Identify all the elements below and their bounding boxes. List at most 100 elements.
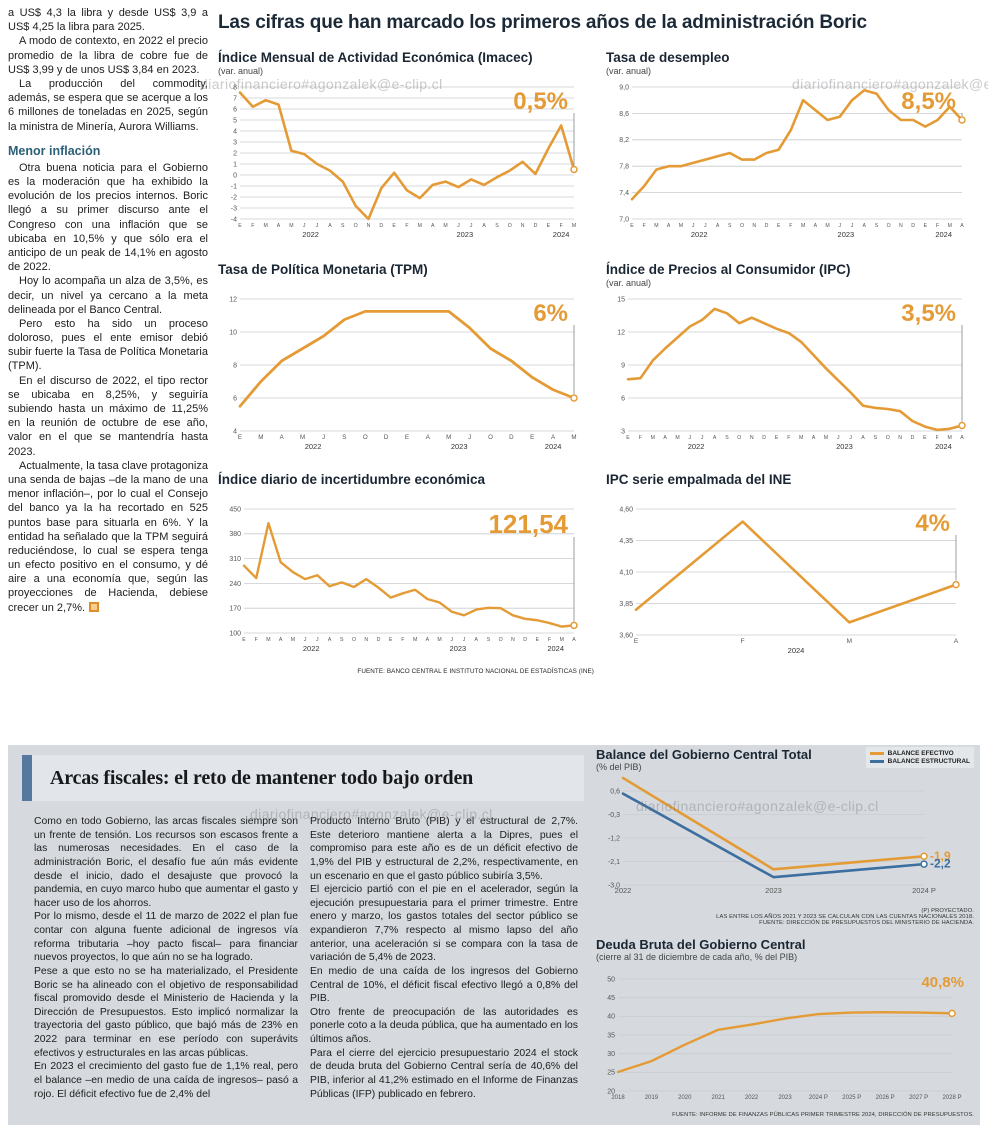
svg-text:A: A — [713, 435, 717, 441]
chart-title: Deuda Bruta del Gobierno Central — [596, 937, 806, 952]
svg-text:D: D — [509, 434, 514, 441]
svg-text:A: A — [716, 223, 720, 229]
paragraph: FUENTE: DIRECCIÓN DE PRESUPUESTOS DEL MI… — [759, 920, 974, 926]
svg-text:12: 12 — [617, 329, 625, 336]
svg-text:E: E — [630, 223, 634, 229]
svg-text:F: F — [401, 637, 404, 643]
svg-text:50: 50 — [607, 976, 615, 983]
svg-text:7,4: 7,4 — [619, 190, 629, 197]
chart-title: Tasa de desempleo — [606, 50, 730, 65]
svg-text:J: J — [304, 637, 307, 643]
svg-text:J: J — [692, 223, 695, 229]
svg-text:S: S — [487, 637, 491, 643]
svg-text:0,5%: 0,5% — [513, 88, 568, 115]
accent-bar — [22, 755, 32, 801]
svg-text:10: 10 — [229, 329, 237, 336]
svg-text:S: S — [342, 434, 346, 441]
svg-text:-0,3: -0,3 — [608, 812, 620, 819]
svg-text:E: E — [238, 223, 242, 229]
svg-text:O: O — [886, 435, 890, 441]
svg-text:D: D — [384, 434, 389, 441]
svg-text:J: J — [468, 434, 471, 441]
svg-text:A: A — [861, 435, 865, 441]
svg-text:F: F — [936, 223, 939, 229]
left-article-column: a US$ 4,3 la libra y desde US$ 3,9 a US$… — [8, 6, 208, 615]
svg-text:F: F — [936, 435, 939, 441]
svg-text:3,60: 3,60 — [619, 632, 633, 639]
svg-text:A: A — [663, 435, 667, 441]
svg-text:4: 4 — [233, 128, 237, 135]
svg-text:J: J — [316, 223, 319, 229]
svg-text:8,2: 8,2 — [619, 137, 629, 144]
svg-text:O: O — [740, 223, 744, 229]
svg-text:E: E — [389, 637, 393, 643]
svg-text:-2,1: -2,1 — [608, 859, 620, 866]
svg-text:2022: 2022 — [688, 442, 705, 451]
svg-text:7,8: 7,8 — [619, 164, 629, 171]
fiscal-column-2: Producto Interno Bruto (PIB) y el estruc… — [310, 815, 578, 1101]
svg-text:8,6: 8,6 — [619, 111, 629, 118]
svg-text:2: 2 — [233, 150, 237, 157]
svg-text:2023: 2023 — [778, 1095, 792, 1101]
svg-text:S: S — [725, 435, 729, 441]
svg-text:O: O — [352, 637, 356, 643]
fiscal-header: Arcas fiscales: el reto de mantener todo… — [22, 755, 584, 801]
svg-text:2022: 2022 — [302, 230, 319, 239]
svg-text:S: S — [874, 435, 878, 441]
svg-text:M: M — [824, 435, 828, 441]
svg-text:M: M — [264, 223, 268, 229]
chart-desempleo: Tasa de desempleo (var. anual) 9,0 8,6 8,2… — [606, 50, 982, 252]
svg-text:A: A — [960, 223, 964, 229]
svg-text:M: M — [572, 223, 576, 229]
svg-text:F: F — [255, 637, 258, 643]
svg-text:E: E — [634, 638, 639, 645]
svg-text:2023: 2023 — [456, 230, 473, 239]
chart-subtitle — [218, 278, 594, 290]
main-headline: Las cifras que han marcado los primeros … — [218, 12, 867, 33]
svg-text:S: S — [341, 223, 345, 229]
deuda-line-chart: 50 45 40 35 30 25 20 2018 2019 2020 2021 2022 2023 20… — [596, 965, 974, 1112]
paragraph: En 2023 el crecimiento del gasto fue de … — [34, 1061, 298, 1100]
svg-text:N: N — [899, 223, 903, 229]
svg-text:M: M — [825, 223, 829, 229]
svg-text:2023: 2023 — [836, 442, 853, 451]
svg-text:M: M — [291, 637, 295, 643]
svg-text:F: F — [643, 223, 646, 229]
paragraph: LAS ENTRE LOS AÑOS 2021 Y 2023 SE CALCUL… — [716, 914, 974, 920]
svg-text:A: A — [482, 223, 486, 229]
svg-text:E: E — [242, 637, 246, 643]
svg-text:O: O — [499, 637, 503, 643]
svg-text:J: J — [704, 223, 707, 229]
paragraph: El ejercicio partió con el pie en el ace… — [310, 884, 578, 964]
subhead-menor-inflacion: Menor inflación — [8, 143, 101, 158]
svg-text:O: O — [354, 223, 358, 229]
svg-text:2020: 2020 — [678, 1095, 692, 1101]
svg-text:0,6: 0,6 — [610, 788, 620, 795]
svg-text:M: M — [443, 223, 447, 229]
svg-text:9: 9 — [621, 362, 625, 369]
svg-text:2022: 2022 — [691, 230, 708, 239]
svg-text:A: A — [328, 223, 332, 229]
chart-deuda: Deuda Bruta del Gobierno Central (cierre… — [596, 937, 974, 1118]
chart-incertidumbre: Índice diario de incertidumbre económica… — [218, 472, 594, 675]
svg-text:4%: 4% — [915, 510, 950, 537]
paragraph: Pese a que esto no se ha materializado, … — [34, 965, 298, 1059]
svg-text:15: 15 — [617, 296, 625, 303]
svg-text:O: O — [488, 434, 493, 441]
svg-text:F: F — [789, 223, 792, 229]
svg-text:O: O — [887, 223, 891, 229]
svg-text:F: F — [741, 638, 745, 645]
svg-text:E: E — [626, 435, 630, 441]
svg-text:121,54: 121,54 — [488, 509, 568, 539]
paragraph: Por lo mismo, desde el 11 de marzo de 20… — [34, 911, 298, 964]
chart-title: IPC serie empalmada del INE — [606, 472, 792, 487]
svg-text:D: D — [765, 223, 769, 229]
svg-text:30: 30 — [607, 1051, 615, 1058]
svg-text:M: M — [947, 435, 951, 441]
svg-text:6: 6 — [233, 395, 237, 402]
svg-text:M: M — [258, 434, 263, 441]
svg-text:2024: 2024 — [935, 230, 952, 239]
svg-text:N: N — [511, 637, 515, 643]
svg-text:M: M — [560, 637, 564, 643]
svg-text:2024: 2024 — [788, 646, 805, 655]
